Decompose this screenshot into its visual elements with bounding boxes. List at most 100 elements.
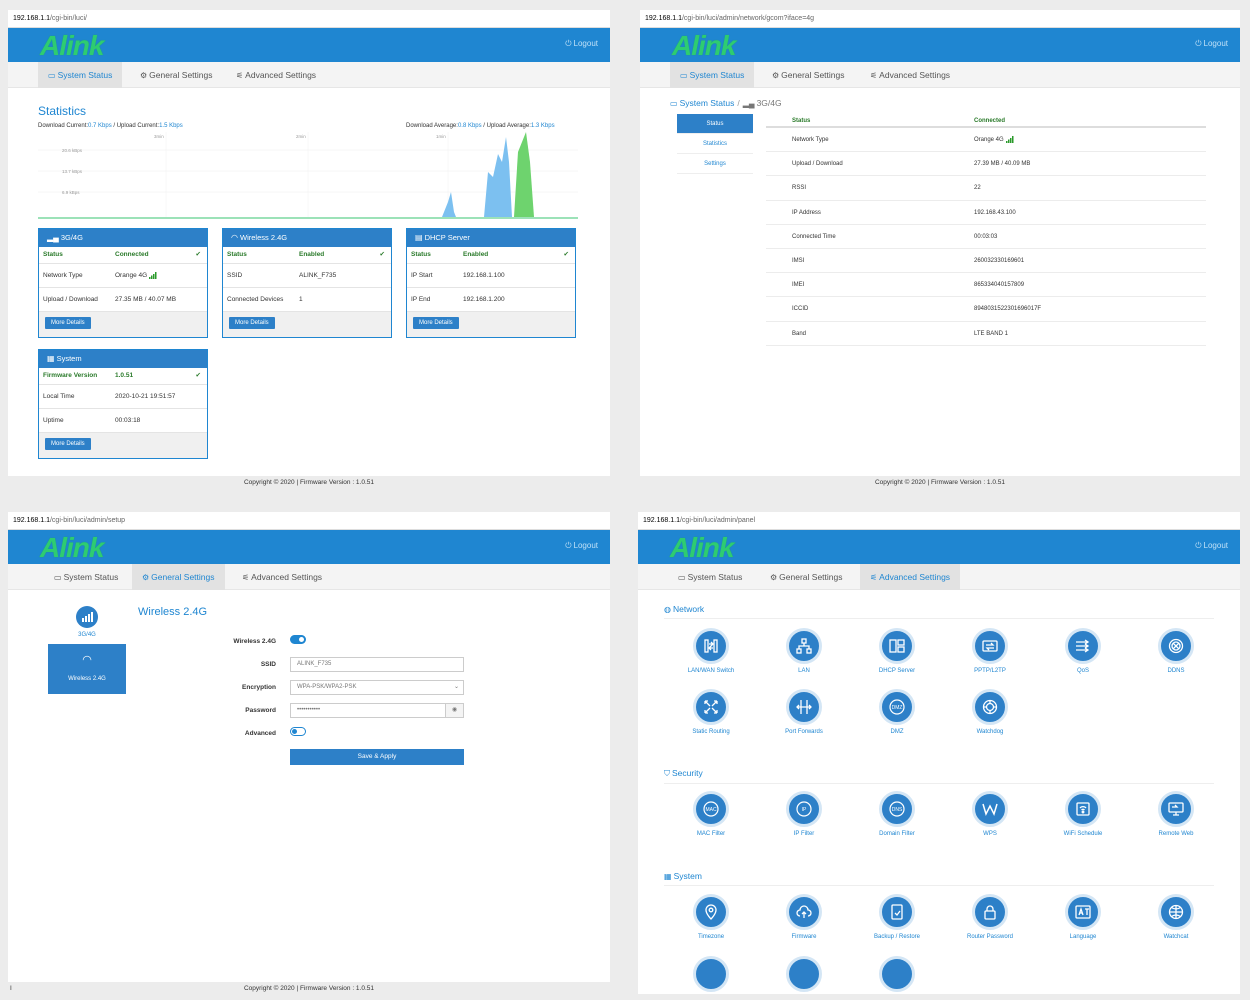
tile-partial[interactable] xyxy=(759,956,849,992)
tile-router-password[interactable]: Router Password xyxy=(945,894,1035,940)
eye-icon[interactable]: ◉ xyxy=(445,704,463,717)
tile-timezone[interactable]: Timezone xyxy=(666,894,756,940)
tile-mac-filter[interactable]: MAC MAC Filter xyxy=(666,791,756,837)
more-details-button[interactable]: More Details xyxy=(413,317,459,329)
tab-advanced-settings[interactable]: ⚟ Advanced Settings xyxy=(232,564,332,590)
logout-link[interactable]: ⏻ Logout xyxy=(565,39,598,49)
port-forward-icon xyxy=(786,689,822,725)
tile-ddns[interactable]: DDNS xyxy=(1131,628,1221,674)
tile-lan-wan-switch[interactable]: LAN/WAN Switch xyxy=(666,628,756,674)
logout-link[interactable]: ⏻ Logout xyxy=(565,541,598,551)
logout-link[interactable]: ⏻ Logout xyxy=(1195,541,1228,551)
select-3g4g[interactable]: 3G/4G xyxy=(48,606,126,638)
tab-system-status[interactable]: ▭ System Status xyxy=(670,62,755,88)
tile-domain-filter[interactable]: DNS Domain Filter xyxy=(852,791,942,837)
row-key: IP Start xyxy=(411,272,433,279)
tab-advanced-settings[interactable]: ⚟ Advanced Settings xyxy=(860,62,960,88)
select-wireless[interactable]: ◠ Wireless 2.4G xyxy=(48,644,126,694)
dns-icon-text: DNS xyxy=(892,807,903,813)
table-row: IP Address 192.168.43.100 xyxy=(766,201,1206,225)
address-bar[interactable]: 192.168.1.1/cgi-bin/luci/admin/setup xyxy=(8,512,610,530)
alink-logo[interactable]: Alink xyxy=(670,532,734,563)
tab-general-settings[interactable]: ⚙ General Settings xyxy=(760,564,853,590)
advanced-toggle[interactable] xyxy=(290,727,306,736)
tab-system-status[interactable]: ▭ System Status xyxy=(668,564,752,590)
card-header: ◠ Wireless 2.4G xyxy=(223,229,391,247)
row-value: 00:03:18 xyxy=(115,417,141,424)
backup-icon xyxy=(879,894,915,930)
tile-language[interactable]: Language xyxy=(1038,894,1128,940)
password-input[interactable]: ••••••••••• ◉ xyxy=(290,703,464,718)
breadcrumb-root[interactable]: System Status xyxy=(679,98,735,108)
check-icon: ✔ xyxy=(195,251,201,258)
tile-watchdog[interactable]: Watchdog xyxy=(945,689,1035,735)
alink-logo[interactable]: Alink xyxy=(672,30,736,61)
tile-watchcat[interactable]: Watchcat xyxy=(1131,894,1221,940)
tile-wifi-schedule[interactable]: WiFi Schedule xyxy=(1038,791,1128,837)
sidebar-item-status[interactable]: Status xyxy=(677,114,753,134)
encryption-select[interactable]: WPA-PSK/WPA2-PSK ⌄ xyxy=(290,680,464,695)
tile-firmware[interactable]: Firmware xyxy=(759,894,849,940)
tile-wps[interactable]: WPS xyxy=(945,791,1035,837)
tile-dhcp-server[interactable]: DHCP Server xyxy=(852,628,942,674)
alink-logo[interactable]: Alink xyxy=(40,532,104,563)
tile-lan[interactable]: LAN xyxy=(759,628,849,674)
tile-label: MAC Filter xyxy=(696,831,726,837)
tile-backup-restore[interactable]: Backup / Restore xyxy=(852,894,942,940)
tile-remote-web[interactable]: Remote Web xyxy=(1131,791,1221,837)
ssid-input[interactable]: ALINK_F735 xyxy=(290,657,464,672)
monitor-icon: ▭ xyxy=(54,573,62,582)
alink-logo[interactable]: Alink xyxy=(40,30,104,61)
statistics-title: Statistics xyxy=(38,104,87,118)
tab-general-settings[interactable]: ⚙ General Settings xyxy=(132,564,225,590)
wireless-form: Wireless 2.4G SSID ALINK_F735 Encryption W… xyxy=(178,632,478,770)
address-bar[interactable]: 192.168.1.1/cgi-bin/luci/admin/network/g… xyxy=(640,10,1240,28)
tile-qos[interactable]: QoS xyxy=(1038,628,1128,674)
tab-system-status[interactable]: ▭ System Status xyxy=(44,564,128,590)
address-bar[interactable]: 192.168.1.1/cgi-bin/luci/ xyxy=(8,10,610,28)
row-value: 8948031522301696017F xyxy=(974,306,1042,313)
table-row: IMEI 865334040157809 xyxy=(766,273,1206,298)
more-details-button[interactable]: More Details xyxy=(229,317,275,329)
power-icon: ⏻ xyxy=(565,541,572,550)
row-value: Enabled xyxy=(299,251,325,258)
row-value: 1.0.51 xyxy=(115,372,134,379)
x-tick-label: 1min xyxy=(436,134,446,139)
tile-pptp-l2tp[interactable]: PPTP/L2TP xyxy=(945,628,1035,674)
tile-partial[interactable] xyxy=(666,956,756,992)
breadcrumb: ▭ System Status / ▂▄ 3G/4G xyxy=(670,98,782,108)
reboot-icon xyxy=(879,956,915,992)
more-details-button[interactable]: More Details xyxy=(45,438,91,450)
vpn-icon xyxy=(972,628,1008,664)
tile-static-routing[interactable]: Static Routing xyxy=(666,689,756,735)
tab-advanced-settings[interactable]: ⚟ Advanced Settings xyxy=(226,62,326,88)
switch-icon xyxy=(693,628,729,664)
section-security: ⛉ Security xyxy=(664,768,1214,784)
sidebar-item-settings[interactable]: Settings xyxy=(677,154,753,174)
download-area xyxy=(442,192,456,217)
wireless-toggle[interactable] xyxy=(290,635,306,644)
more-details-button[interactable]: More Details xyxy=(45,317,91,329)
signal-bars-icon xyxy=(149,271,157,279)
tile-ip-filter[interactable]: IP IP Filter xyxy=(759,791,849,837)
tile-port-forwards[interactable]: Port Forwards xyxy=(759,689,849,735)
table-row: ICCID 8948031522301696017F xyxy=(766,297,1206,322)
sidebar-item-statistics[interactable]: Statistics xyxy=(677,134,753,154)
table-header: Status Connected xyxy=(766,114,1206,128)
traffic-chart: 20.6 kBps 13.7 kBps 6.9 kBps 3min 2min 1… xyxy=(38,132,578,219)
tab-system-status[interactable]: ▭ System Status xyxy=(38,62,123,88)
power-icon: ⏻ xyxy=(565,39,572,48)
tab-advanced-settings[interactable]: ⚟ Advanced Settings xyxy=(860,564,961,590)
tab-general-settings[interactable]: ⚙ General Settings xyxy=(762,62,855,88)
tile-partial[interactable] xyxy=(852,956,942,992)
tab-label: General Settings xyxy=(149,70,213,80)
save-apply-button[interactable]: Save & Apply xyxy=(290,749,464,765)
toggle-knob xyxy=(292,729,297,734)
address-bar[interactable]: 192.168.1.1/cgi-bin/luci/admin/panel xyxy=(638,512,1240,530)
modem-info-table: Status Connected Network Type Orange 4G Up… xyxy=(766,114,1206,346)
tab-general-settings[interactable]: ⚙ General Settings xyxy=(130,62,223,88)
status-row: Status Enabled ✔ xyxy=(407,247,575,263)
tile-dmz[interactable]: DMZ DMZ xyxy=(852,689,942,735)
logout-link[interactable]: ⏻ Logout xyxy=(1195,39,1228,49)
dmz-icon: DMZ xyxy=(879,689,915,725)
